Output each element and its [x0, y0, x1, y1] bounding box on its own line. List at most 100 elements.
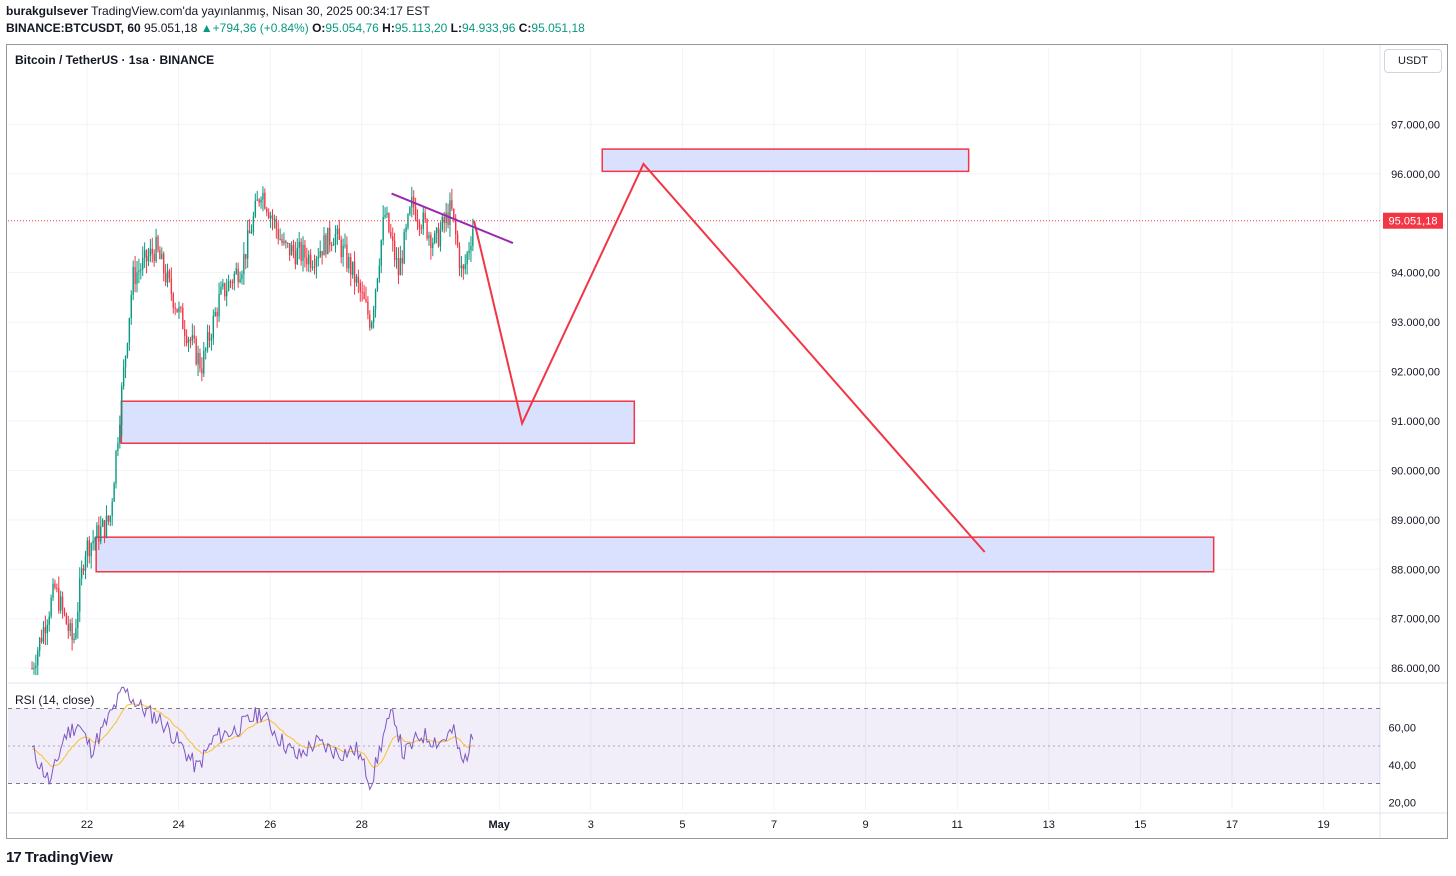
candle-down [71, 623, 73, 641]
tradingview-brand[interactable]: 17 TradingView [6, 849, 113, 866]
candle-up [79, 578, 81, 612]
time-axis-label: 22 [81, 819, 93, 831]
zone-rect-0 [601, 148, 970, 173]
candle-down [292, 245, 295, 252]
candle-down [174, 307, 176, 309]
candle-up [117, 443, 119, 451]
candle-down [193, 335, 195, 339]
candle-up [472, 228, 474, 246]
candle-up [243, 253, 245, 275]
candle-up [399, 257, 402, 276]
last-price: 95.051,18 [144, 21, 198, 35]
candle-up [262, 192, 264, 200]
candle-down [182, 307, 184, 330]
candle-down [340, 239, 342, 258]
author[interactable]: burakgulsever [6, 4, 89, 18]
high-value: 95.113,20 [394, 21, 448, 35]
rsi-line [31, 686, 474, 791]
candle-down [245, 253, 247, 259]
candle-up [90, 543, 92, 557]
candle-up [342, 245, 344, 258]
candle-down [67, 624, 69, 631]
published-text: TradingView.com'da yayınlanmış, Nisan 30… [91, 4, 430, 18]
candle-up [405, 227, 407, 232]
candle-up [197, 352, 199, 365]
candle-up [235, 268, 237, 274]
candle-up [445, 212, 447, 224]
candle-down [134, 267, 136, 285]
candle-up [432, 242, 434, 249]
candle-up [315, 258, 318, 267]
currency-button[interactable]: USDT [1384, 49, 1442, 73]
candle-down [61, 596, 64, 610]
tradingview-logo-icon: 17 [6, 849, 22, 866]
candle-up [140, 269, 142, 271]
candle-up [317, 256, 319, 259]
candle-down [266, 208, 268, 213]
candle-down [44, 627, 47, 634]
candle-up [50, 598, 52, 617]
candle-up [283, 241, 285, 244]
low-label: L: [450, 21, 462, 35]
time-axis-label: May [488, 819, 510, 831]
current-price-tag [1383, 212, 1443, 229]
candle-down [271, 215, 274, 220]
candle-down [353, 261, 356, 283]
candle-up [121, 386, 123, 425]
price-axis-label: 91.000,00 [1391, 416, 1440, 428]
candle-up [260, 199, 262, 203]
projection-path [473, 162, 986, 553]
candle-up [59, 596, 62, 611]
candle-up [302, 244, 304, 261]
candle-down [157, 236, 159, 251]
time-axis-label: 17 [1226, 819, 1238, 831]
candle-down [361, 291, 363, 293]
candle-up [42, 627, 45, 642]
candle-down [185, 335, 188, 343]
high-label: H: [382, 21, 395, 35]
candle-up [155, 236, 157, 262]
candle-up [149, 248, 152, 257]
candle-up [161, 253, 163, 260]
candle-down [267, 212, 270, 218]
candle-up [376, 278, 379, 290]
resistance-trendline [391, 192, 514, 244]
time-axis-label: 3 [588, 819, 594, 831]
candle-up [204, 348, 207, 351]
candle-up [464, 264, 466, 270]
candle-down [103, 520, 106, 537]
candle-up [433, 233, 436, 243]
candle-up [46, 624, 49, 634]
price-axis-label: 89.000,00 [1391, 515, 1440, 527]
candle-down [151, 248, 153, 254]
candle-up [119, 424, 121, 444]
candle-up [218, 294, 220, 317]
time-axis-label: 11 [951, 819, 962, 831]
candle-up [254, 200, 257, 217]
candle-up [86, 540, 89, 556]
candle-down [330, 244, 333, 246]
rsi-axis-label: 60,00 [1388, 722, 1416, 734]
low-value: 94.933,96 [462, 21, 516, 35]
rsi-legend: RSI (14, close) [15, 693, 95, 707]
candle-down [393, 240, 396, 260]
candle-up [191, 335, 194, 341]
candle-up [126, 343, 129, 357]
candle-up [138, 270, 140, 273]
candle-up [296, 247, 298, 265]
symbol-interval[interactable]: BINANCE:BTCUSDT, 60 [6, 21, 141, 35]
candle-up [290, 245, 293, 256]
candle-up [128, 318, 131, 344]
candle-down [229, 281, 232, 283]
candle-down [462, 265, 465, 270]
candle-down [82, 568, 85, 571]
candle-down [325, 235, 327, 255]
open-label: O: [312, 21, 326, 35]
candle-up [35, 665, 37, 668]
candle-up [470, 245, 472, 251]
candle-up [468, 250, 470, 254]
ohlc-legend: BINANCE:BTCUSDT, 60 95.051,18 ▲+794,36 (… [6, 21, 585, 35]
candle-up [308, 254, 310, 265]
candle-down [40, 637, 43, 642]
